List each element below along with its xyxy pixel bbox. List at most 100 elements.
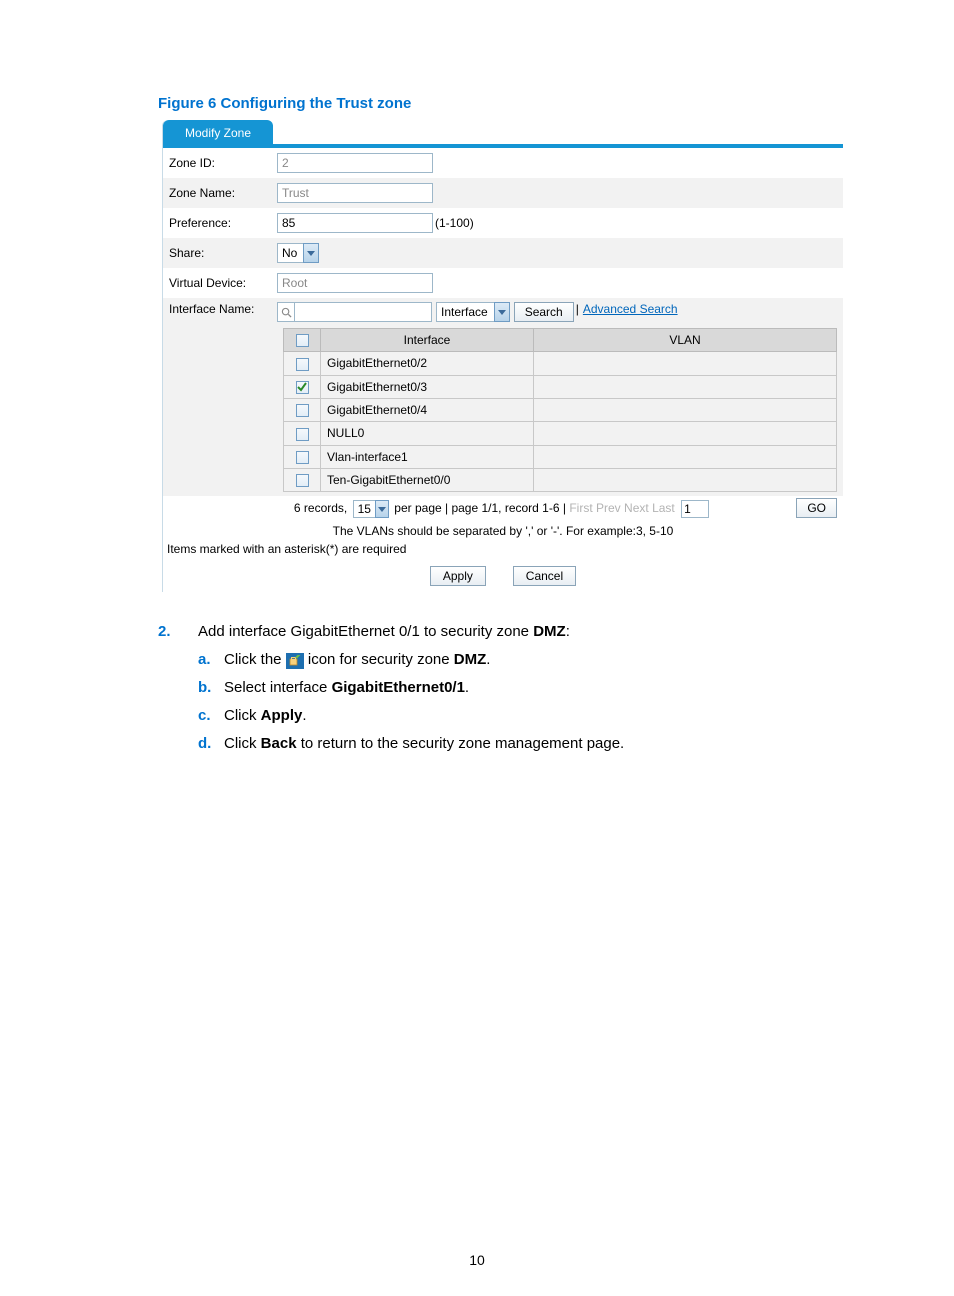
- tab-bar-spacer: [273, 120, 843, 146]
- preference-hint: (1-100): [435, 216, 474, 230]
- row-vlan[interactable]: [534, 375, 837, 398]
- substep-b: b. Select interface GigabitEthernet0/1.: [198, 676, 836, 700]
- row-vlan[interactable]: [534, 445, 837, 468]
- row-vlan[interactable]: [534, 468, 837, 491]
- interface-search-input[interactable]: [294, 302, 432, 322]
- modify-zone-tab[interactable]: Modify Zone: [163, 120, 273, 146]
- table-row: GigabitEthernet0/4: [284, 398, 837, 421]
- pager-records: 6 records,: [294, 501, 347, 515]
- virtual-device-row: Virtual Device: Root: [163, 268, 843, 298]
- chevron-down-icon: [375, 500, 389, 518]
- instruction-block: 2. Add interface GigabitEthernet 0/1 to …: [158, 620, 836, 756]
- row-vlan[interactable]: [534, 422, 837, 445]
- step-2: 2. Add interface GigabitEthernet 0/1 to …: [158, 620, 836, 644]
- table-row: GigabitEthernet0/3: [284, 375, 837, 398]
- step-number: 2.: [158, 620, 198, 644]
- row-checkbox[interactable]: [296, 428, 309, 441]
- row-interface: GigabitEthernet0/2: [321, 352, 534, 375]
- interface-name-label: Interface Name:: [169, 302, 277, 316]
- row-checkbox[interactable]: [296, 474, 309, 487]
- vlan-separator-note: The VLANs should be separated by ',' or …: [163, 522, 843, 540]
- advanced-search-link[interactable]: Advanced Search: [583, 302, 678, 316]
- table-row: GigabitEthernet0/2: [284, 352, 837, 375]
- share-select-value: No: [277, 243, 303, 263]
- search-type-value: Interface: [436, 302, 494, 322]
- pager-last[interactable]: Last: [652, 501, 675, 515]
- zone-id-label: Zone ID:: [169, 156, 277, 170]
- virtual-device-label: Virtual Device:: [169, 276, 277, 290]
- row-checkbox-cell: [284, 375, 321, 398]
- edit-icon: [286, 653, 304, 669]
- action-row: Apply Cancel: [163, 560, 843, 592]
- substep-d-text: Click Back to return to the security zon…: [224, 732, 624, 756]
- zone-id-row: Zone ID: 2: [163, 148, 843, 178]
- row-checkbox-cell: [284, 422, 321, 445]
- row-checkbox-cell: [284, 468, 321, 491]
- header-checkbox-cell: [284, 329, 321, 352]
- zone-name-row: Zone Name: Trust: [163, 178, 843, 208]
- pager-prev[interactable]: Prev: [596, 501, 621, 515]
- preference-label: Preference:: [169, 216, 277, 230]
- substeps: a. Click the icon for security zone DMZ.…: [198, 648, 836, 756]
- row-checkbox-cell: [284, 352, 321, 375]
- pager-first[interactable]: First: [569, 501, 592, 515]
- select-all-checkbox[interactable]: [296, 334, 309, 347]
- document-page: Figure 6 Configuring the Trust zone Modi…: [0, 0, 954, 1296]
- row-interface: Vlan-interface1: [321, 445, 534, 468]
- page-number: 10: [0, 1252, 954, 1268]
- page-number-input[interactable]: [681, 500, 709, 518]
- substep-b-text: Select interface GigabitEthernet0/1.: [224, 676, 469, 700]
- share-select[interactable]: No: [277, 243, 319, 263]
- row-interface: GigabitEthernet0/4: [321, 398, 534, 421]
- table-row: NULL0: [284, 422, 837, 445]
- preference-row: Preference: 85 (1-100): [163, 208, 843, 238]
- row-interface: GigabitEthernet0/3: [321, 375, 534, 398]
- step-text: Add interface GigabitEthernet 0/1 to sec…: [198, 620, 836, 644]
- per-page-select[interactable]: 15: [353, 500, 389, 518]
- zone-name-label: Zone Name:: [169, 186, 277, 200]
- required-note: Items marked with an asterisk(*) are req…: [163, 540, 843, 560]
- interface-table-wrapper: Interface VLAN GigabitEthernet0/2Gigabit…: [163, 328, 843, 496]
- chevron-down-icon: [494, 302, 510, 322]
- row-checkbox[interactable]: [296, 451, 309, 464]
- pipe-sep: |: [576, 302, 579, 316]
- pager: 6 records, 15 per page | page 1/1, recor…: [163, 496, 843, 522]
- row-vlan[interactable]: [534, 398, 837, 421]
- figure-caption: Figure 6 Configuring the Trust zone: [158, 95, 836, 112]
- row-interface: NULL0: [321, 422, 534, 445]
- row-vlan[interactable]: [534, 352, 837, 375]
- row-checkbox[interactable]: [296, 404, 309, 417]
- row-checkbox-cell: [284, 445, 321, 468]
- search-button[interactable]: Search: [514, 302, 574, 322]
- zone-id-field: 2: [277, 153, 433, 173]
- row-checkbox[interactable]: [296, 358, 309, 371]
- apply-button[interactable]: Apply: [430, 566, 486, 586]
- search-type-select[interactable]: Interface: [436, 302, 510, 322]
- cancel-button[interactable]: Cancel: [513, 566, 576, 586]
- per-page-value: 15: [353, 500, 375, 518]
- pager-mid: per page | page 1/1, record 1-6 |: [394, 501, 566, 515]
- row-checkbox-cell: [284, 398, 321, 421]
- zone-name-field: Trust: [277, 183, 433, 203]
- pager-next[interactable]: Next: [624, 501, 649, 515]
- row-checkbox[interactable]: [296, 381, 309, 394]
- tab-bar: Modify Zone: [163, 120, 843, 146]
- table-row: Ten-GigabitEthernet0/0: [284, 468, 837, 491]
- share-row: Share: No: [163, 238, 843, 268]
- substep-d: d. Click Back to return to the security …: [198, 732, 836, 756]
- virtual-device-field: Root: [277, 273, 433, 293]
- interface-table: Interface VLAN GigabitEthernet0/2Gigabit…: [283, 328, 837, 492]
- chevron-down-icon: [303, 243, 319, 263]
- preference-field[interactable]: 85: [277, 213, 433, 233]
- substep-c: c. Click Apply.: [198, 704, 836, 728]
- go-button[interactable]: GO: [796, 498, 837, 518]
- interface-name-row: Interface Name: Interface Search | Advan…: [163, 298, 843, 328]
- substep-c-text: Click Apply.: [224, 704, 307, 728]
- row-interface: Ten-GigabitEthernet0/0: [321, 468, 534, 491]
- modify-zone-panel: Modify Zone Zone ID: 2 Zone Name: Trust …: [162, 120, 843, 592]
- search-icon: [277, 302, 294, 322]
- substep-a: a. Click the icon for security zone DMZ.: [198, 648, 836, 672]
- substep-a-text: Click the icon for security zone DMZ.: [224, 648, 490, 672]
- share-label: Share:: [169, 246, 277, 260]
- col-interface: Interface: [321, 329, 534, 352]
